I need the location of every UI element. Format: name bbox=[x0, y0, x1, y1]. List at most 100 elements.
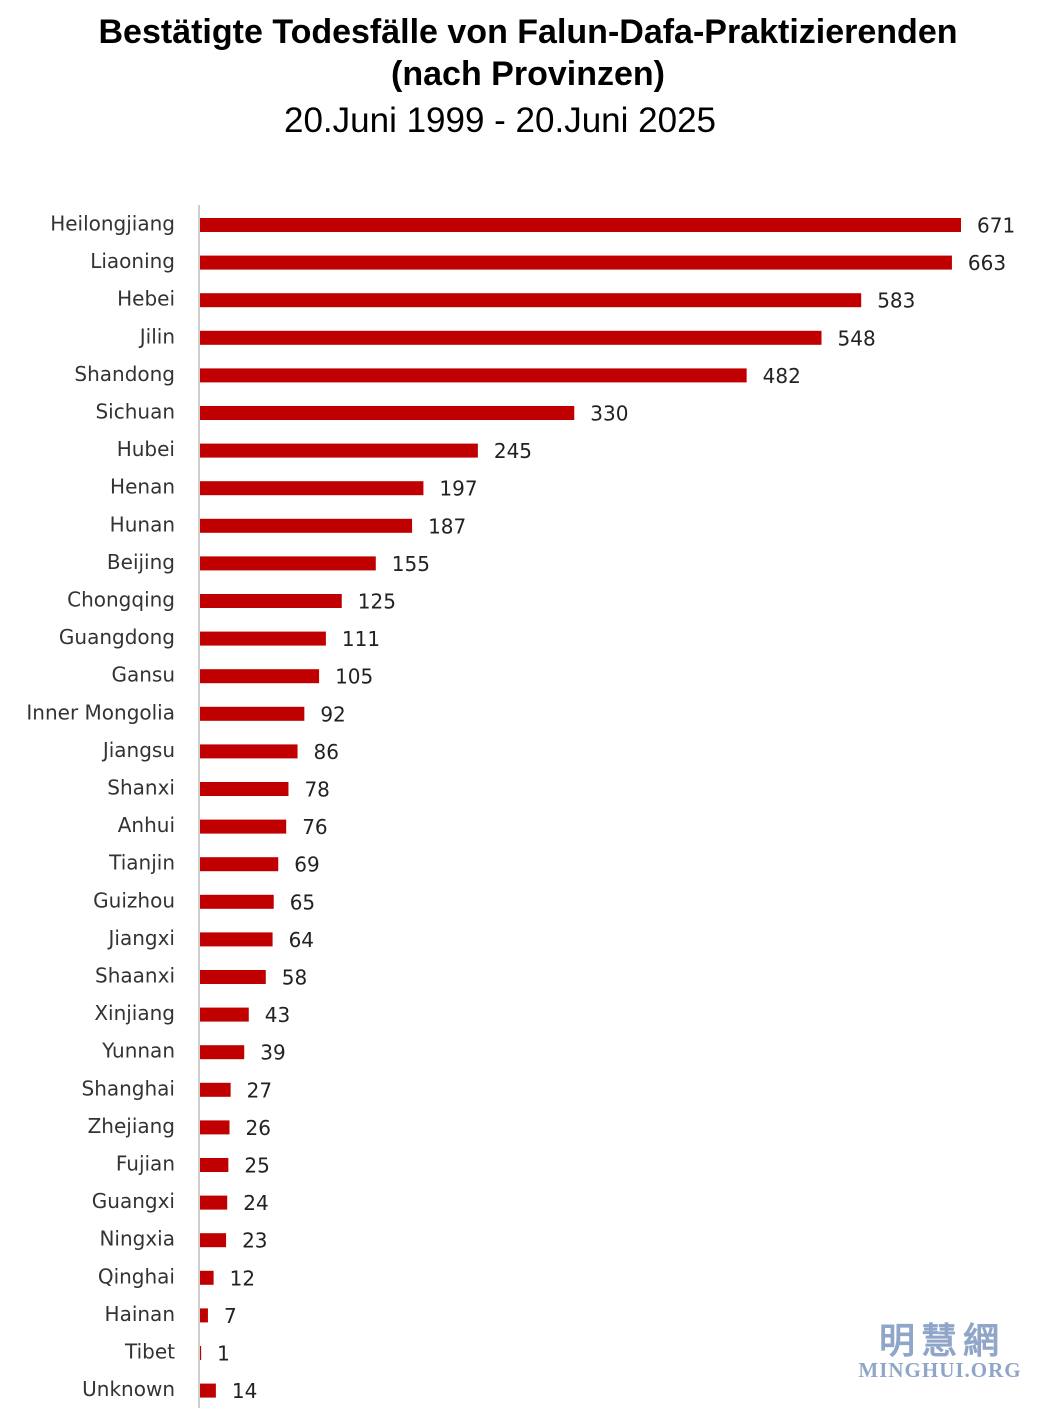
category-label: Liaoning bbox=[90, 249, 175, 273]
data-label: 69 bbox=[294, 853, 319, 877]
category-label: Ningxia bbox=[99, 1227, 175, 1251]
data-label: 12 bbox=[230, 1266, 255, 1290]
category-label: Inner Mongolia bbox=[26, 700, 175, 724]
category-label: Jilin bbox=[138, 324, 175, 348]
bar bbox=[200, 518, 413, 533]
data-label: 482 bbox=[763, 364, 801, 388]
data-label: 26 bbox=[245, 1116, 270, 1140]
data-label: 671 bbox=[977, 214, 1015, 238]
bar bbox=[200, 669, 320, 684]
category-label: Guizhou bbox=[93, 888, 175, 912]
bar bbox=[200, 1270, 214, 1285]
category-label: Gansu bbox=[111, 663, 175, 687]
category-label: Shanghai bbox=[82, 1076, 176, 1100]
chart-subtitle: 20.Juni 1999 - 20.Juni 2025 bbox=[284, 101, 716, 140]
bar bbox=[200, 857, 279, 872]
category-label: Beijing bbox=[107, 550, 175, 574]
data-label: 111 bbox=[342, 627, 380, 651]
category-label: Hubei bbox=[117, 437, 175, 461]
bar bbox=[200, 1045, 245, 1060]
bar bbox=[200, 744, 298, 759]
category-label: Heilongjiang bbox=[50, 212, 175, 236]
bar bbox=[200, 1233, 227, 1248]
bar bbox=[200, 330, 822, 345]
data-label: 76 bbox=[302, 815, 327, 839]
data-label: 86 bbox=[314, 740, 339, 764]
bar bbox=[200, 594, 342, 608]
category-label: Shaanxi bbox=[95, 964, 175, 988]
data-label: 105 bbox=[335, 665, 373, 689]
data-label: 39 bbox=[260, 1041, 285, 1065]
bar bbox=[200, 368, 747, 383]
bar bbox=[200, 1082, 231, 1097]
data-label: 663 bbox=[968, 251, 1006, 275]
category-label: Jiangxi bbox=[107, 926, 175, 950]
chart-title-line2: (nach Provinzen) bbox=[391, 55, 665, 93]
category-label: Hebei bbox=[117, 287, 175, 311]
data-label: 197 bbox=[439, 477, 477, 501]
bar bbox=[200, 481, 424, 496]
bar bbox=[200, 894, 274, 909]
data-label: 583 bbox=[877, 289, 915, 313]
minghui-logo-chinese: 明慧網 bbox=[878, 1320, 1005, 1362]
data-label: 548 bbox=[838, 326, 876, 350]
category-label: Henan bbox=[110, 475, 175, 499]
category-label: Fujian bbox=[116, 1152, 175, 1176]
bar bbox=[200, 1007, 249, 1022]
data-label: 125 bbox=[358, 590, 396, 614]
bar bbox=[200, 819, 287, 834]
data-label: 27 bbox=[247, 1078, 272, 1102]
bar bbox=[200, 443, 478, 458]
bar bbox=[200, 1308, 208, 1323]
category-label: Hunan bbox=[110, 512, 175, 536]
category-label: Jiangsu bbox=[101, 738, 175, 762]
data-label: 65 bbox=[290, 890, 315, 914]
minghui-logo-latin: MINGHUI.ORG bbox=[858, 1358, 1022, 1382]
data-label: 58 bbox=[282, 966, 307, 990]
data-label: 14 bbox=[232, 1379, 257, 1403]
chart-title: Bestätigte Todesfälle von Falun-Dafa-Pra… bbox=[98, 13, 958, 51]
bar bbox=[200, 782, 289, 796]
category-label: Tibet bbox=[124, 1340, 175, 1364]
category-label: Guangxi bbox=[92, 1189, 175, 1213]
data-label: 25 bbox=[244, 1154, 269, 1178]
bar bbox=[200, 406, 575, 420]
category-label: Xinjiang bbox=[94, 1001, 175, 1025]
bar bbox=[200, 631, 326, 646]
category-label: Chongqing bbox=[67, 588, 175, 612]
category-label: Tianjin bbox=[108, 851, 175, 875]
data-label: 245 bbox=[494, 439, 532, 463]
data-label: 1 bbox=[217, 1342, 230, 1366]
category-label: Unknown bbox=[82, 1377, 175, 1401]
data-label: 92 bbox=[320, 702, 345, 726]
bar bbox=[200, 1383, 216, 1398]
category-label: Yunnan bbox=[101, 1039, 175, 1063]
bar bbox=[200, 1195, 228, 1210]
bar bbox=[200, 1120, 230, 1135]
bar bbox=[200, 293, 862, 308]
bar bbox=[200, 706, 305, 721]
bar bbox=[200, 970, 266, 984]
bar bbox=[200, 218, 961, 232]
bar bbox=[200, 255, 952, 270]
category-label: Hainan bbox=[105, 1302, 175, 1326]
data-label: 187 bbox=[428, 514, 466, 538]
category-label: Shandong bbox=[74, 362, 175, 386]
category-label: Guangdong bbox=[59, 625, 175, 649]
data-label: 43 bbox=[265, 1003, 290, 1027]
data-label: 78 bbox=[304, 778, 329, 802]
category-label: Anhui bbox=[118, 813, 175, 837]
data-label: 155 bbox=[392, 552, 430, 576]
category-label: Sichuan bbox=[95, 400, 175, 424]
data-label: 330 bbox=[590, 402, 628, 426]
data-label: 23 bbox=[242, 1229, 267, 1253]
data-label: 64 bbox=[289, 928, 314, 952]
category-label: Qinghai bbox=[98, 1264, 175, 1288]
bar bbox=[200, 1346, 202, 1360]
category-label: Shanxi bbox=[107, 776, 175, 800]
bar bbox=[200, 556, 376, 571]
data-label: 24 bbox=[243, 1191, 268, 1215]
data-label: 7 bbox=[224, 1304, 237, 1328]
bar bbox=[200, 932, 273, 947]
